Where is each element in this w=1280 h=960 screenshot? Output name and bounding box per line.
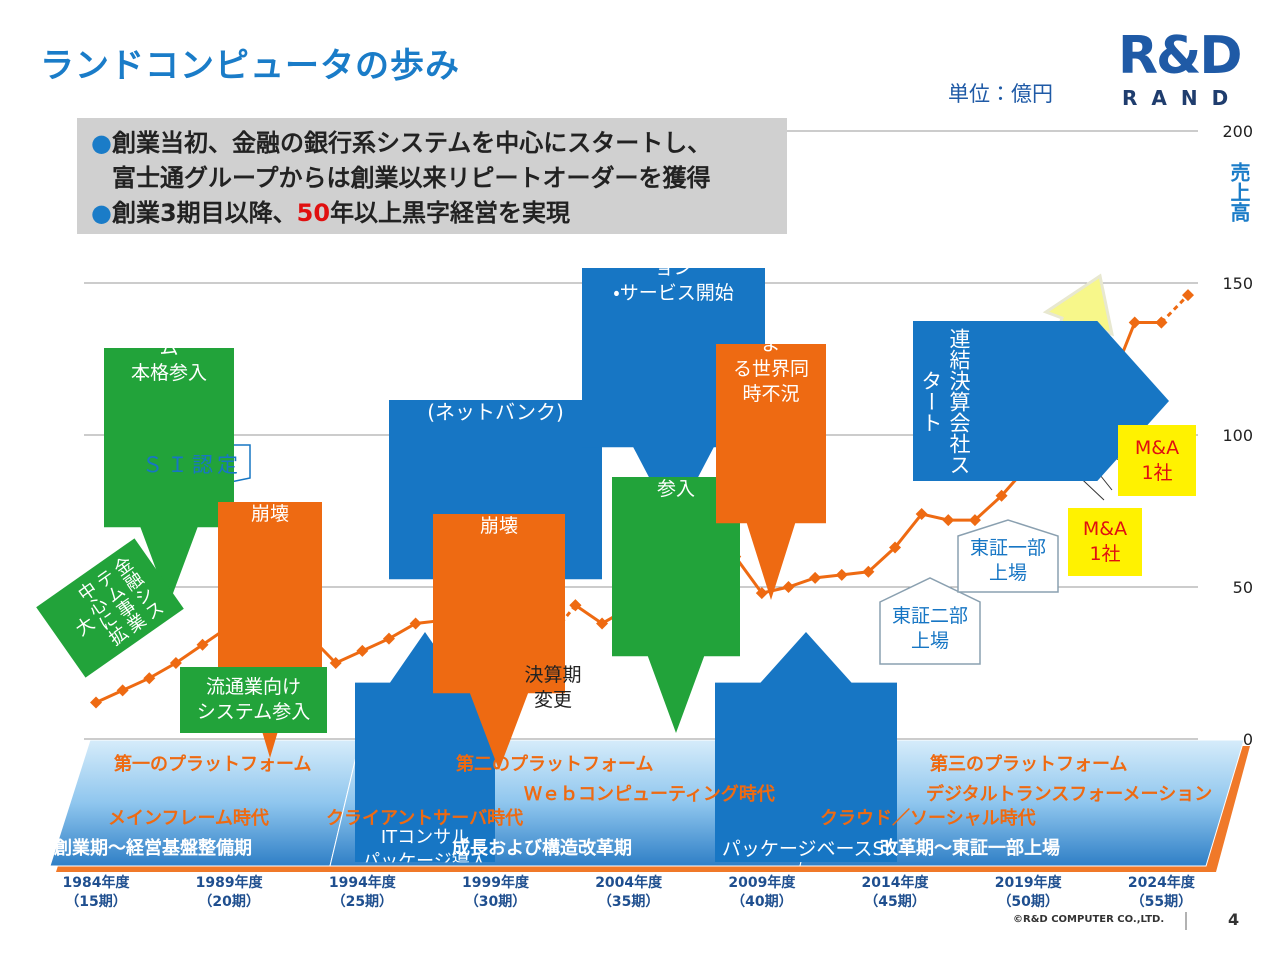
x-tick-label: 2019年度 （50期） <box>994 875 1062 910</box>
logo: R&D <box>1118 26 1243 86</box>
data-point <box>995 489 1008 502</box>
slide-title: ランドコンピュータの歩み <box>40 46 460 86</box>
data-point <box>782 581 795 593</box>
era-phase: 改革期～東証一部上場 <box>880 838 1060 859</box>
data-point <box>862 565 875 578</box>
data-point <box>116 684 129 697</box>
data-point <box>755 587 768 600</box>
data-point <box>90 696 102 709</box>
data-point <box>915 508 928 521</box>
data-point <box>169 657 182 669</box>
data-point <box>835 568 848 581</box>
annotation: M&A 1社 <box>1118 425 1196 496</box>
annotation: 決算期 変更 <box>524 664 582 711</box>
era-phase: 成長および構造改革期 <box>452 838 632 859</box>
era-name: クライアントサーバ時代 <box>326 808 524 829</box>
y-tick-label: 0 <box>1243 730 1253 749</box>
data-point <box>1128 316 1141 329</box>
x-tick-label: 2024年度 （55期） <box>1127 875 1195 910</box>
era-sub: デジタルトランスフォーメーション <box>926 784 1213 805</box>
data-point <box>1155 316 1168 329</box>
y-axis-label: 売上高 <box>1227 162 1251 222</box>
y-axis: 0 50 100 150 200 <box>1222 122 1253 749</box>
bullet-text: 創業3期目以降、 <box>111 199 297 227</box>
era-platform: 第二のプラットフォーム <box>456 754 654 775</box>
summary-box: ● 創業当初、金融の銀行系システムを中心にスタートし、 富士通グループからは創業以… <box>77 118 787 234</box>
y-tick-label: 100 <box>1222 426 1253 445</box>
y-tick-label: 50 <box>1233 578 1253 597</box>
bullet-dot: ● <box>91 199 112 227</box>
x-tick-label: 1989年度 （20期） <box>195 875 263 910</box>
y-tick-label: 200 <box>1222 122 1253 141</box>
footer: ©R&D COMPUTER CO.,LTD. <box>1013 914 1165 925</box>
annotation: M&A 1社 <box>1068 508 1142 576</box>
data-point <box>569 599 582 612</box>
data-point <box>889 541 902 554</box>
x-tick-label: 2014年度 （45期） <box>861 875 929 910</box>
era-phase: 創業期～経営基盤整備期 <box>54 838 252 859</box>
x-tick-label: 1984年度 （15期） <box>62 875 130 910</box>
data-point <box>409 617 422 630</box>
era-platform: 第一のプラットフォーム <box>114 754 312 775</box>
era-name: メインフレーム時代 <box>108 808 269 829</box>
data-point <box>596 617 609 630</box>
x-tick-label: 1999年度 （30期） <box>462 875 529 910</box>
data-point <box>1182 289 1194 302</box>
bullet-dot: ● <box>91 129 112 157</box>
data-point <box>968 514 981 527</box>
data-point <box>143 672 156 685</box>
x-tick-label: 2009年度 （40期） <box>728 875 796 910</box>
unit-label: 単位：億円 <box>948 82 1053 106</box>
x-tick-label: 2004年度 （35期） <box>595 875 663 910</box>
data-point <box>329 657 342 669</box>
era-sub: Ｗｅｂコンピューティング時代 <box>524 784 775 805</box>
logo-sub: RAND <box>1122 86 1243 110</box>
x-tick-label: 1994年度 （25期） <box>328 875 396 910</box>
annotation: 流通業向け システム参入 <box>180 667 327 733</box>
bullet-text: 創業当初、金融の銀行系システムを中心にスタートし、 富士通グループからは創業以来… <box>111 129 712 192</box>
era-name: クラウド／ソーシャル時代 <box>820 808 1036 829</box>
bullet: ●創業3期目以降、50年以上黒字経営を実現 <box>91 196 773 231</box>
page-number: 4 <box>1228 910 1240 929</box>
data-point <box>196 638 209 651</box>
data-point <box>356 644 369 657</box>
bullet-text: 年以上黒字経営を実現 <box>330 199 571 227</box>
bullet-highlight: 50 <box>296 199 331 227</box>
badge-shape <box>879 577 981 665</box>
annotation: 東証二部 上場 <box>891 605 968 652</box>
y-tick-label: 150 <box>1222 274 1253 293</box>
data-point <box>809 571 822 584</box>
bullet: ● 創業当初、金融の銀行系システムを中心にスタートし、 富士通グループからは創業以… <box>91 126 773 196</box>
annotation: 東証一部 上場 <box>969 537 1046 584</box>
era-platform: 第三のプラットフォーム <box>930 754 1128 775</box>
annotation: ＳＩ認定 <box>142 452 242 477</box>
data-point <box>382 632 395 645</box>
badge-shape <box>957 519 1059 593</box>
data-point <box>942 514 955 527</box>
